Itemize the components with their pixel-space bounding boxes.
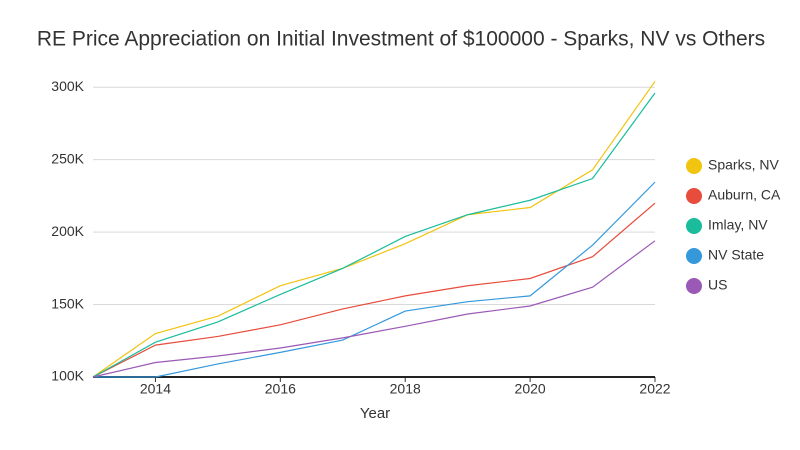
legend-label: Auburn, CA: [708, 187, 781, 203]
y-tick-label: 300K: [51, 78, 84, 94]
series-line: [93, 181, 656, 378]
legend-marker: [686, 158, 702, 174]
y-tick-label: 150K: [51, 295, 84, 311]
legend-marker: [686, 188, 702, 204]
series-line: [92, 92, 656, 378]
series-line: [92, 202, 656, 378]
y-tick-label: 100K: [51, 368, 84, 384]
series-line: [92, 81, 656, 378]
x-tick-label: 2022: [639, 381, 670, 397]
legend-label: US: [708, 277, 727, 293]
y-tick-label: 250K: [51, 150, 84, 166]
x-tick-label: 2020: [515, 381, 546, 397]
y-tick-label: 200K: [51, 223, 84, 239]
chart-title: RE Price Appreciation on Initial Investm…: [37, 28, 765, 51]
legend-marker: [686, 218, 702, 234]
series-line: [92, 240, 656, 378]
legend-label: Sparks, NV: [708, 157, 779, 173]
x-tick-label: 2018: [390, 381, 421, 397]
legend-marker: [686, 278, 702, 294]
x-axis-title: Year: [360, 405, 390, 422]
legend-marker: [686, 248, 702, 264]
x-tick-label: 2016: [265, 381, 296, 397]
legend-label: NV State: [708, 247, 764, 263]
legend-label: Imlay, NV: [708, 217, 768, 233]
x-tick-label: 2014: [140, 381, 171, 397]
